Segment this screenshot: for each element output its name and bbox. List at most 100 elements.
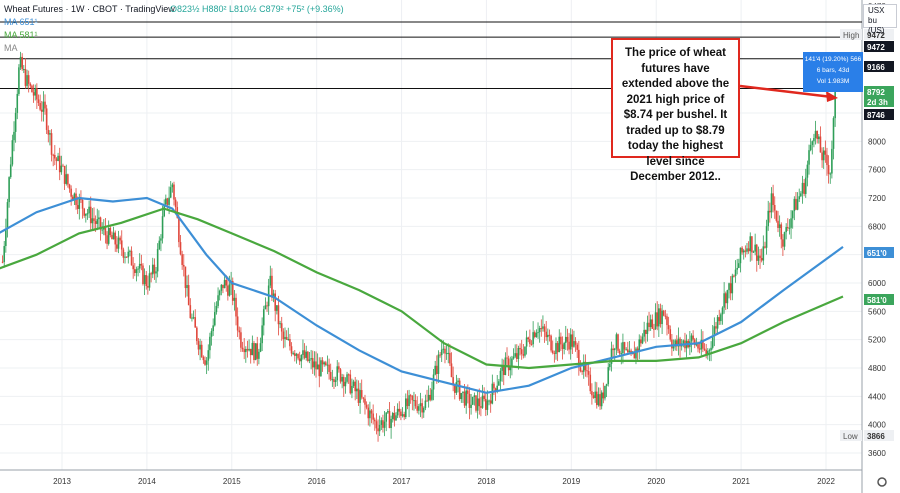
candle-body[interactable] <box>117 237 120 249</box>
candle-body[interactable] <box>834 91 836 119</box>
candle-body[interactable] <box>444 348 446 354</box>
candle-body[interactable] <box>408 395 410 407</box>
candle-body[interactable] <box>811 141 814 145</box>
candle-body[interactable] <box>169 187 172 198</box>
candle-body[interactable] <box>339 369 342 382</box>
candle-body[interactable] <box>70 188 72 197</box>
candle-body[interactable] <box>89 206 92 224</box>
candle-body[interactable] <box>63 166 66 184</box>
candle-body[interactable] <box>207 350 210 361</box>
candle-body[interactable] <box>535 332 538 338</box>
candle-body[interactable] <box>594 391 596 399</box>
candle-body[interactable] <box>140 263 143 266</box>
candle-body[interactable] <box>813 138 815 142</box>
candle-body[interactable] <box>672 346 675 349</box>
candle-body[interactable] <box>791 211 794 219</box>
candle-body[interactable] <box>303 350 306 358</box>
candle-body[interactable] <box>831 148 833 174</box>
candle-body[interactable] <box>148 273 151 288</box>
candle-body[interactable] <box>742 250 745 253</box>
candle-body[interactable] <box>274 293 277 311</box>
candle-body[interactable] <box>746 248 748 252</box>
candle-body[interactable] <box>777 220 779 228</box>
candle-body[interactable] <box>801 182 804 194</box>
candle-body[interactable] <box>542 326 544 329</box>
candle-body[interactable] <box>437 354 440 374</box>
candle-body[interactable] <box>728 283 730 291</box>
candle-body[interactable] <box>277 305 280 325</box>
candle-body[interactable] <box>760 258 763 261</box>
candle-body[interactable] <box>465 390 468 406</box>
candle-body[interactable] <box>135 269 138 274</box>
candle-body[interactable] <box>413 400 415 402</box>
candle-body[interactable] <box>5 228 7 247</box>
candle-body[interactable] <box>628 350 631 353</box>
currency-unit-box[interactable]: USX bu (US) <box>863 4 897 35</box>
candle-body[interactable] <box>622 342 624 354</box>
candle-body[interactable] <box>796 199 799 210</box>
candle-body[interactable] <box>651 319 654 329</box>
ma-legend-third[interactable]: MA <box>4 43 18 53</box>
candle-body[interactable] <box>555 343 557 354</box>
candle-body[interactable] <box>607 367 610 385</box>
candle-body[interactable] <box>39 103 41 110</box>
candle-body[interactable] <box>403 414 405 418</box>
candle-body[interactable] <box>716 317 719 329</box>
candle-body[interactable] <box>293 353 296 356</box>
candle-body[interactable] <box>529 339 531 344</box>
candle-body[interactable] <box>365 404 368 408</box>
candle-body[interactable] <box>700 339 703 350</box>
candle-body[interactable] <box>734 269 737 277</box>
candle-body[interactable] <box>262 309 265 326</box>
candle-body[interactable] <box>393 413 396 421</box>
candle-body[interactable] <box>328 364 330 372</box>
candle-body[interactable] <box>718 317 721 322</box>
candle-body[interactable] <box>356 388 358 392</box>
candle-body[interactable] <box>318 364 321 377</box>
candle-body[interactable] <box>494 388 497 392</box>
candle-body[interactable] <box>27 75 30 84</box>
candle-body[interactable] <box>418 406 420 411</box>
candle-body[interactable] <box>814 130 817 139</box>
candle-body[interactable] <box>223 279 226 289</box>
candle-body[interactable] <box>697 344 699 349</box>
candle-body[interactable] <box>496 385 499 392</box>
candle-body[interactable] <box>354 381 356 392</box>
candle-body[interactable] <box>302 350 304 356</box>
candle-body[interactable] <box>52 154 54 156</box>
candle-body[interactable] <box>14 112 17 132</box>
candle-body[interactable] <box>517 347 520 359</box>
candle-body[interactable] <box>445 353 448 355</box>
candle-body[interactable] <box>98 217 100 220</box>
price-tag[interactable] <box>864 294 894 305</box>
candle-body[interactable] <box>196 327 198 342</box>
candle-body[interactable] <box>375 421 378 429</box>
candle-body[interactable] <box>615 334 618 349</box>
candle-body[interactable] <box>729 283 732 294</box>
candle-body[interactable] <box>532 332 534 345</box>
candle-body[interactable] <box>240 332 242 348</box>
candle-body[interactable] <box>736 267 738 270</box>
candle-body[interactable] <box>751 236 753 253</box>
candle-body[interactable] <box>16 93 19 113</box>
candle-body[interactable] <box>787 227 789 229</box>
candle-body[interactable] <box>231 280 234 301</box>
candle-body[interactable] <box>447 352 450 354</box>
candle-body[interactable] <box>364 398 366 405</box>
candle-body[interactable] <box>667 325 670 330</box>
candle-body[interactable] <box>370 410 373 414</box>
candle-body[interactable] <box>85 213 87 216</box>
candle-body[interactable] <box>537 332 539 334</box>
candle-body[interactable] <box>344 381 347 387</box>
candle-body[interactable] <box>698 348 701 350</box>
candle-body[interactable] <box>744 250 747 252</box>
candle-body[interactable] <box>564 336 567 343</box>
ma-legend-green[interactable]: MA 581¹ <box>4 30 38 40</box>
candle-body[interactable] <box>91 218 94 224</box>
candle-body[interactable] <box>576 344 579 350</box>
candle-body[interactable] <box>759 255 761 259</box>
candle-body[interactable] <box>67 174 69 185</box>
candle-body[interactable] <box>55 158 58 161</box>
candle-body[interactable] <box>800 193 802 197</box>
candle-body[interactable] <box>747 248 750 252</box>
